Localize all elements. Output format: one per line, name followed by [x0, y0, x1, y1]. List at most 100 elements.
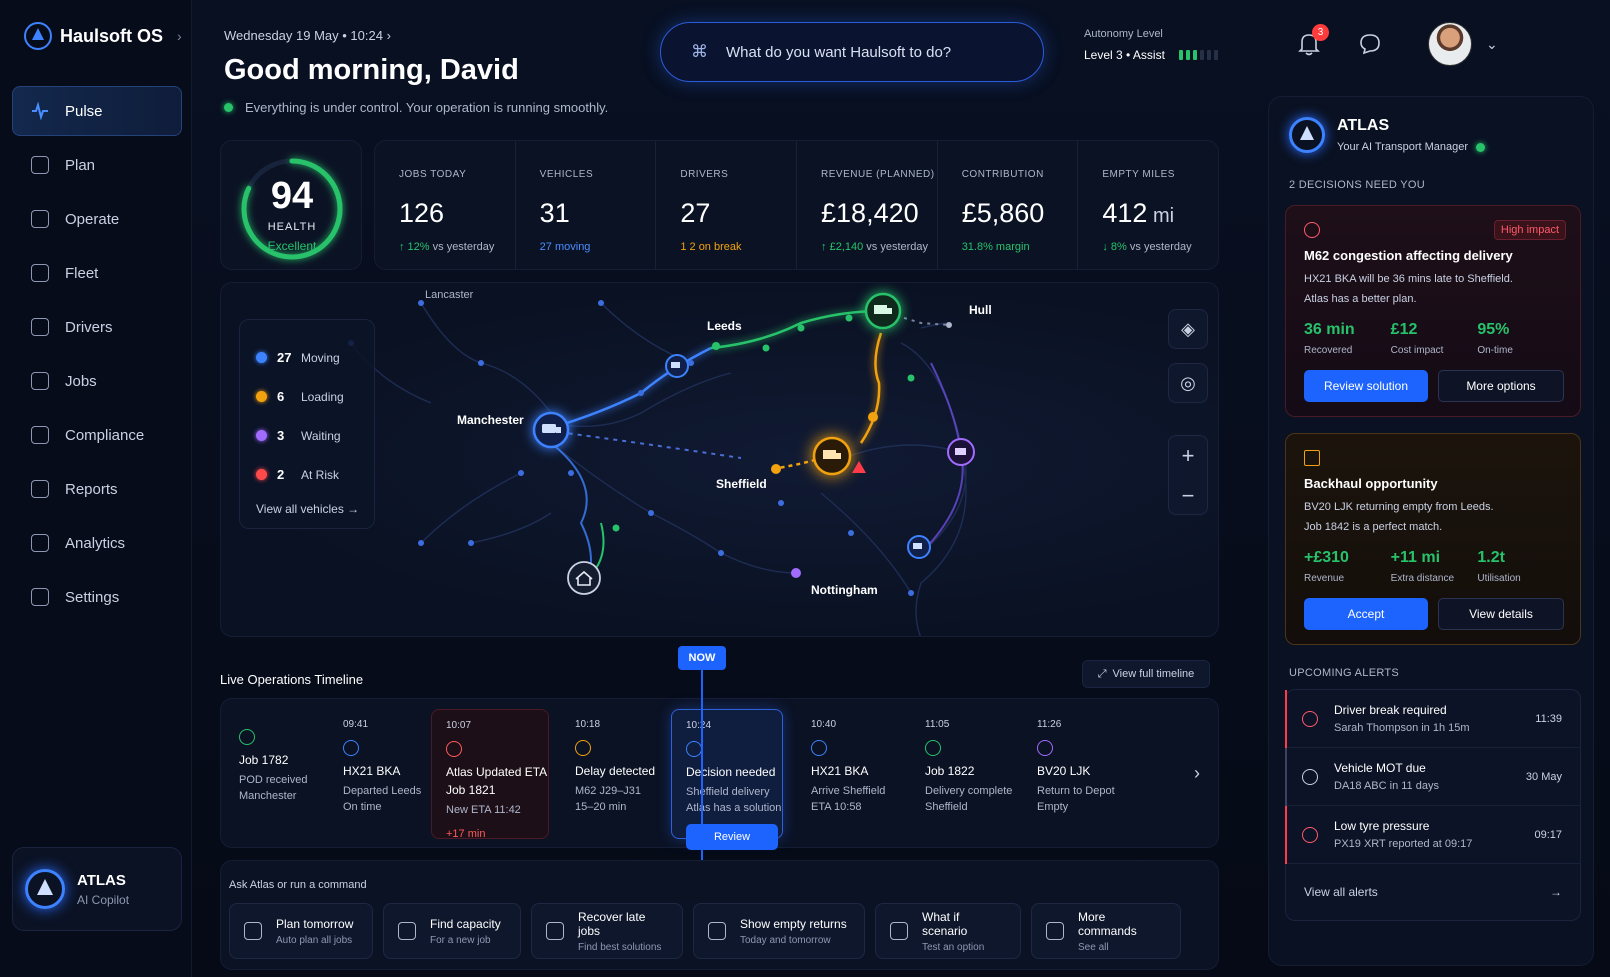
timeline-title: Live Operations Timeline	[220, 672, 364, 687]
sidebar-item-settings[interactable]: Settings	[12, 572, 182, 622]
kpi-delta: ↓ 8%	[1102, 241, 1127, 253]
kpi-delta: 1 2 on break	[680, 241, 742, 253]
event-detail: Departed Leeds	[343, 785, 422, 797]
kpi-delta: ↑ £2,140	[821, 241, 864, 253]
review-solution-button[interactable]: Review solution	[1304, 370, 1428, 402]
view-details-button[interactable]: View details	[1438, 598, 1564, 630]
date-time[interactable]: Wednesday 19 May • 10:24 ›	[224, 28, 391, 43]
metric-label: Utilisation	[1477, 573, 1521, 584]
view-all-vehicles-link[interactable]: View all vehicles →	[256, 502, 360, 516]
brand[interactable]: Haulsoft OS ›	[24, 22, 182, 50]
chip-subtitle: Find best solutions	[578, 941, 662, 953]
event-detail: Delivery complete	[925, 785, 1013, 797]
vehicle-marker[interactable]	[947, 438, 975, 466]
sidebar-item-reports[interactable]: Reports	[12, 464, 182, 514]
command-chip[interactable]: Show empty returns Today and tomorrow	[693, 903, 865, 959]
chevron-down-icon[interactable]: ⌄	[1486, 36, 1498, 52]
kpi-label: JOBS TODAY	[399, 169, 467, 180]
sidebar-item-label: Drivers	[65, 318, 113, 336]
command-placeholder[interactable]: What do you want Haulsoft to do?	[726, 43, 952, 61]
live-map[interactable]: 27 Moving 6 Loading 3 Waiting 2 At Risk View al…	[220, 282, 1219, 637]
locate-icon[interactable]: ◎	[1168, 363, 1208, 403]
autonomy-level[interactable]: Autonomy Level Level 3 • Assist	[1084, 28, 1218, 62]
decision-desc: HX21 BKA will be 36 mins late to Sheffie…	[1304, 273, 1513, 285]
timeline-event[interactable]: 10:18 Delay detected M62 J29–J31 15–20 min	[561, 709, 671, 839]
chevron-right-icon[interactable]: ›	[177, 28, 182, 44]
view-full-timeline-button[interactable]: ⤢ View full timeline	[1082, 660, 1210, 688]
zoom-out-button[interactable]: −	[1181, 483, 1195, 508]
kpi-value: 31	[539, 198, 570, 228]
timeline-event[interactable]: 10:07 Atlas Updated ETA Job 1821 New ETA 1…	[431, 709, 549, 840]
alert-row[interactable]: Vehicle MOT due DA18 ABC in 11 days 30 May	[1285, 748, 1580, 806]
sidebar-item-analytics[interactable]: Analytics	[12, 518, 182, 568]
timeline-event[interactable]: Job 1782 POD received Manchester	[225, 709, 335, 839]
legend-row[interactable]: 3 Waiting	[256, 416, 374, 455]
event-status-icon	[446, 741, 462, 757]
event-detail: POD received	[239, 774, 308, 786]
legend-row[interactable]: 6 Loading	[256, 377, 374, 416]
user-avatar[interactable]	[1428, 22, 1472, 66]
vehicle-marker[interactable]	[532, 411, 570, 449]
sidebar-item-jobs[interactable]: Jobs	[12, 356, 182, 406]
ask-atlas-panel: Ask Atlas or run a command Plan tomorrow…	[220, 860, 1219, 970]
analytics-icon	[31, 534, 49, 552]
sidebar-item-pulse[interactable]: Pulse	[12, 86, 182, 136]
timeline-event[interactable]: 10:24 Decision needed Sheffield delivery A…	[671, 709, 783, 850]
command-chip[interactable]: Plan tomorrow Auto plan all jobs	[229, 903, 373, 959]
zoom-in-button[interactable]: +	[1181, 443, 1195, 468]
event-title: Job 1822	[925, 764, 975, 778]
command-chip[interactable]: What if scenario Test an option	[875, 903, 1021, 959]
layers-icon[interactable]: ◈	[1168, 309, 1208, 349]
command-chip[interactable]: Find capacity For a new job	[383, 903, 521, 959]
atlas-copilot-card[interactable]: ATLAS AI Copilot	[12, 847, 182, 931]
depot-home-icon[interactable]	[567, 561, 601, 595]
sidebar-item-compliance[interactable]: Compliance	[12, 410, 182, 460]
sidebar-item-operate[interactable]: Operate	[12, 194, 182, 244]
health-score-card[interactable]: 94 HEALTH Excellent	[220, 140, 362, 270]
chat-icon[interactable]	[1358, 32, 1382, 56]
alert-row[interactable]: Driver break required Sarah Thompson in 1…	[1285, 690, 1580, 748]
more-options-button[interactable]: More options	[1438, 370, 1564, 402]
legend-row[interactable]: 27 Moving	[256, 338, 374, 377]
metric-value: 95%	[1477, 321, 1510, 338]
timeline-event[interactable]: 09:41 HX21 BKA Departed Leeds On time	[329, 709, 439, 839]
event-title: Job 1782	[239, 753, 289, 767]
kpi-card[interactable]: CONTRIBUTION £5,860 31.8% margin	[938, 141, 1079, 269]
plan-icon	[31, 156, 49, 174]
vehicle-marker[interactable]	[907, 535, 931, 559]
timeline-event[interactable]: 11:05 Job 1822 Delivery complete Sheffield	[911, 709, 1021, 839]
vehicle-marker[interactable]	[864, 292, 902, 330]
timeline-event[interactable]: 10:40 HX21 BKA Arrive Sheffield ETA 10:58	[797, 709, 907, 839]
bolt-icon	[546, 922, 564, 940]
chevron-right-icon[interactable]: ›	[1194, 763, 1200, 783]
event-detail: New ETA 11:42	[446, 804, 521, 816]
reports-icon	[31, 480, 49, 498]
vehicle-marker[interactable]	[665, 354, 689, 378]
sidebar-item-drivers[interactable]: Drivers	[12, 302, 182, 352]
legend-row[interactable]: 2 At Risk	[256, 455, 374, 494]
bell-icon[interactable]	[1298, 32, 1320, 56]
alert-subtitle: PX19 XRT reported at 09:17	[1334, 838, 1473, 850]
kpi-card[interactable]: DRIVERS 27 1 2 on break	[656, 141, 798, 269]
vehicle-marker-at-risk[interactable]	[812, 436, 852, 476]
city-label: Sheffield	[716, 477, 767, 491]
kpi-card[interactable]: EMPTY MILES 412 mi ↓ 8% vs yesterday	[1078, 141, 1218, 269]
accept-button[interactable]: Accept	[1304, 598, 1428, 630]
kpi-card[interactable]: JOBS TODAY 126 ↑ 12% vs yesterday	[375, 141, 516, 269]
command-bar[interactable]: ⌘ What do you want Haulsoft to do?	[660, 22, 1044, 82]
timeline-event[interactable]: 11:26 BV20 LJK Return to Depot Empty	[1023, 709, 1133, 839]
sidebar-item-label: Plan	[65, 156, 96, 174]
sidebar-item-fleet[interactable]: Fleet	[12, 248, 182, 298]
alert-icon	[1302, 710, 1318, 727]
kpi-card[interactable]: REVENUE (PLANNED) £18,420 ↑ £2,140 vs ye…	[797, 141, 938, 269]
alert-row[interactable]: Low tyre pressure PX19 XRT reported at 09…	[1285, 806, 1580, 864]
chip-title: Show empty returns	[740, 916, 847, 931]
metric-value: 1.2t	[1477, 549, 1505, 566]
sidebar-item-plan[interactable]: Plan	[12, 140, 182, 190]
city-label: Hull	[969, 303, 992, 317]
review-button[interactable]: Review	[686, 824, 778, 850]
view-all-alerts-link[interactable]: View all alerts →	[1286, 864, 1580, 920]
kpi-card[interactable]: VEHICLES 31 27 moving	[516, 141, 657, 269]
command-chip[interactable]: Recover late jobs Find best solutions	[531, 903, 683, 959]
command-chip[interactable]: More commands See all	[1031, 903, 1181, 959]
